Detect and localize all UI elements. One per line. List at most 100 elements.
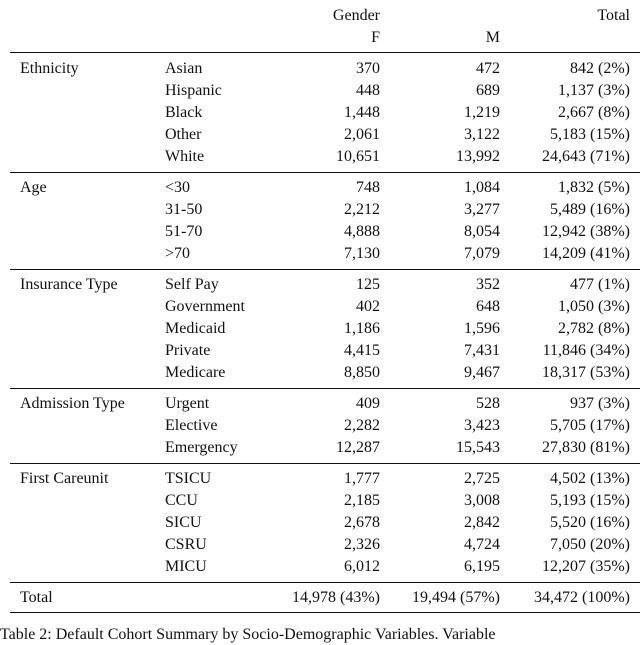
cell-m: 9,467 bbox=[464, 364, 500, 381]
cell-total: 14,209 (41%) bbox=[542, 245, 630, 262]
row-label: SICU bbox=[165, 514, 202, 531]
cell-m: 7,079 bbox=[464, 245, 500, 262]
cell-f: 125 bbox=[356, 276, 380, 293]
cell-m: 528 bbox=[476, 395, 500, 412]
cell-f: 2,185 bbox=[344, 492, 380, 509]
cell-f: 12,287 bbox=[336, 439, 380, 456]
cell-f: 2,212 bbox=[344, 201, 380, 218]
cell-m: 3,277 bbox=[464, 201, 500, 218]
cell-total: 2,782 (8%) bbox=[558, 320, 630, 337]
rule bbox=[10, 463, 640, 464]
row-label: Urgent bbox=[165, 395, 210, 412]
cell-total: 12,207 (35%) bbox=[542, 558, 630, 575]
row-label: Elective bbox=[165, 417, 218, 434]
group-label: First Careunit bbox=[20, 470, 109, 487]
cell-m: 6,195 bbox=[464, 558, 500, 575]
cell-f: 7,130 bbox=[344, 245, 380, 262]
row-label: CCU bbox=[165, 492, 198, 509]
cell-total: 24,643 (71%) bbox=[542, 148, 630, 165]
cell-total: 5,193 (15%) bbox=[550, 492, 630, 509]
cell-total: 477 (1%) bbox=[570, 276, 630, 293]
group-label: Insurance Type bbox=[20, 276, 118, 293]
cell-total: 7,050 (20%) bbox=[550, 536, 630, 553]
cell-total: 18,317 (53%) bbox=[542, 364, 630, 381]
cell-m: 2,842 bbox=[464, 514, 500, 531]
row-label: Self Pay bbox=[165, 276, 219, 293]
cell-total: 2,667 (8%) bbox=[558, 104, 630, 121]
cell-f: 2,326 bbox=[344, 536, 380, 553]
cell-m: 4,724 bbox=[464, 536, 500, 553]
cell-total: 1,832 (5%) bbox=[558, 179, 630, 196]
cell-total: 842 (2%) bbox=[570, 60, 630, 77]
cell-total: 5,183 (15%) bbox=[550, 126, 630, 143]
cell-total: 5,705 (17%) bbox=[550, 417, 630, 434]
cell-total: 5,489 (16%) bbox=[550, 201, 630, 218]
total-all: 34,472 (100%) bbox=[534, 589, 630, 606]
cell-total: 937 (3%) bbox=[570, 395, 630, 412]
cell-f: 1,186 bbox=[344, 320, 380, 337]
caption: Table 2: Default Cohort Summary by Socio… bbox=[0, 626, 496, 643]
cell-total: 1,137 (3%) bbox=[558, 82, 630, 99]
header-m: M bbox=[485, 29, 500, 46]
cell-total: 1,050 (3%) bbox=[558, 298, 630, 315]
cell-m: 1,219 bbox=[464, 104, 500, 121]
row-label: TSICU bbox=[165, 470, 212, 487]
cell-f: 1,448 bbox=[344, 104, 380, 121]
cell-f: 409 bbox=[356, 395, 380, 412]
cell-f: 448 bbox=[356, 82, 380, 99]
cell-f: 10,651 bbox=[336, 148, 380, 165]
cell-f: 1,777 bbox=[344, 470, 380, 487]
group-label: Ethnicity bbox=[20, 60, 79, 77]
cell-m: 3,122 bbox=[464, 126, 500, 143]
rule bbox=[10, 388, 640, 389]
row-label: >70 bbox=[165, 245, 191, 262]
cell-m: 2,725 bbox=[464, 470, 500, 487]
rule bbox=[10, 582, 640, 583]
header-gender: Gender bbox=[332, 7, 380, 24]
cell-m: 8,054 bbox=[464, 223, 500, 240]
cell-m: 15,543 bbox=[456, 439, 500, 456]
cell-f: 6,012 bbox=[344, 558, 380, 575]
rule bbox=[10, 612, 640, 613]
row-label: Black bbox=[165, 104, 203, 121]
cell-f: 2,678 bbox=[344, 514, 380, 531]
cell-m: 648 bbox=[476, 298, 500, 315]
rule bbox=[10, 52, 640, 53]
row-label: Other bbox=[165, 126, 202, 143]
row-label: Asian bbox=[165, 60, 203, 77]
row-label: Private bbox=[165, 342, 211, 359]
cell-total: 4,502 (13%) bbox=[550, 470, 630, 487]
cell-m: 1,596 bbox=[464, 320, 500, 337]
cell-f: 8,850 bbox=[344, 364, 380, 381]
group-label: Age bbox=[20, 179, 47, 196]
row-label: Medicare bbox=[165, 364, 226, 381]
cell-f: 2,061 bbox=[344, 126, 380, 143]
cell-f: 402 bbox=[356, 298, 380, 315]
header-total: Total bbox=[597, 7, 630, 24]
cell-m: 689 bbox=[476, 82, 500, 99]
cell-m: 3,423 bbox=[464, 417, 500, 434]
group-label: Admission Type bbox=[20, 395, 125, 412]
cell-m: 352 bbox=[476, 276, 500, 293]
header-f: F bbox=[371, 29, 380, 46]
row-label: Hispanic bbox=[165, 82, 222, 99]
row-label: CSRU bbox=[165, 536, 207, 553]
cell-total: 27,830 (81%) bbox=[542, 439, 630, 456]
row-label: Medicaid bbox=[165, 320, 226, 337]
rule bbox=[10, 172, 640, 173]
total-m: 19,494 (57%) bbox=[412, 589, 500, 606]
row-label: 51-70 bbox=[165, 223, 203, 240]
row-label: Government bbox=[165, 298, 245, 315]
cell-total: 12,942 (38%) bbox=[542, 223, 630, 240]
cell-m: 13,992 bbox=[456, 148, 500, 165]
cell-f: 4,888 bbox=[344, 223, 380, 240]
row-label: 31-50 bbox=[165, 201, 203, 218]
cell-m: 1,084 bbox=[464, 179, 500, 196]
cell-m: 472 bbox=[476, 60, 500, 77]
cell-f: 2,282 bbox=[344, 417, 380, 434]
cell-f: 370 bbox=[356, 60, 380, 77]
cell-f: 748 bbox=[356, 179, 380, 196]
total-label: Total bbox=[20, 589, 53, 606]
row-label: MICU bbox=[165, 558, 207, 575]
row-label: Emergency bbox=[165, 439, 238, 456]
